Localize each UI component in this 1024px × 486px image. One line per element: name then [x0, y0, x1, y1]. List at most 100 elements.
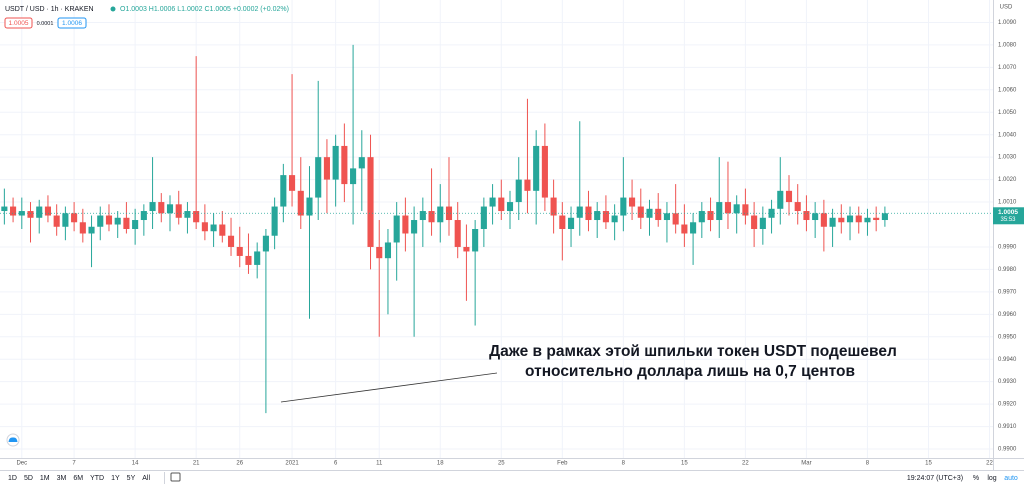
candle-body — [445, 206, 453, 221]
candle-body — [332, 145, 339, 180]
candle-body — [289, 175, 296, 191]
x-tick-label: 2021 — [285, 461, 299, 467]
candle-body — [97, 215, 104, 227]
bid-box[interactable] — [4, 17, 33, 29]
x-tick-label: 21 — [193, 461, 200, 467]
candle-body — [166, 204, 174, 214]
candle-body — [663, 213, 670, 221]
candle-body — [629, 197, 636, 207]
range-button[interactable]: All — [142, 475, 150, 482]
y-tick-label: 1.0080 — [998, 42, 1017, 48]
range-button[interactable]: 5D — [24, 475, 33, 482]
candle-body — [10, 206, 17, 216]
candle-body — [175, 204, 182, 218]
candle-body — [105, 215, 113, 225]
range-button[interactable]: YTD — [90, 475, 104, 482]
x-tick-label: 15 — [925, 461, 932, 467]
candle-body — [820, 213, 827, 227]
x-tick-label: 22 — [986, 461, 993, 467]
range-button[interactable]: 1D — [8, 475, 17, 482]
candle-body — [611, 215, 618, 223]
range-button[interactable]: 6M — [73, 475, 83, 482]
y-tick-label: 0.9910 — [998, 424, 1017, 430]
range-button[interactable]: 3M — [57, 475, 67, 482]
candle-body — [44, 206, 52, 216]
ask: 1.0006 — [62, 20, 82, 27]
x-tick-label: 14 — [132, 461, 139, 467]
y-tick-label: 0.9960 — [998, 312, 1017, 318]
annotation-line — [280, 372, 498, 403]
candle-body — [524, 179, 531, 191]
y-tick-label: 1.0070 — [998, 65, 1017, 71]
y-tick-label: 1.0060 — [998, 87, 1017, 93]
ask-box[interactable] — [57, 17, 87, 29]
logo-icon — [8, 437, 18, 442]
candle-body — [271, 206, 278, 236]
candle-body — [506, 202, 514, 212]
candle-body — [550, 197, 557, 216]
candle-body — [88, 226, 95, 234]
candle-body — [140, 211, 147, 221]
x-tick-label: 7 — [72, 461, 76, 467]
y-tick-label: 1.0030 — [998, 155, 1017, 161]
candle-body — [219, 224, 226, 236]
candle-body — [672, 213, 679, 225]
candle-body — [71, 213, 78, 223]
toolbar: 1D 5D 1M 3M 6M YTD 1Y 5Y All — [8, 475, 150, 482]
candle-body — [201, 222, 208, 232]
auto-toggle[interactable]: auto — [1004, 475, 1018, 482]
candle-body — [733, 204, 740, 214]
candle-body — [36, 206, 43, 218]
range-button[interactable]: 5Y — [127, 475, 136, 482]
candle-body — [785, 190, 793, 203]
candle-body — [158, 202, 165, 214]
x-tick-label: 6 — [334, 461, 338, 467]
candle-body — [576, 206, 583, 218]
y-tick-label: 0.9900 — [998, 447, 1017, 453]
candle-body — [254, 251, 261, 265]
candle-body — [79, 222, 86, 234]
x-tick-label: 15 — [681, 461, 688, 467]
candle-body — [419, 211, 426, 221]
candle-body — [594, 211, 601, 221]
candle-body — [759, 217, 766, 229]
candle-body — [463, 246, 470, 252]
candle-body — [210, 224, 217, 232]
percent-toggle[interactable]: % — [973, 475, 979, 482]
x-tick-label: Feb — [557, 461, 568, 467]
range-button[interactable]: 1Y — [111, 475, 120, 482]
candle-body — [541, 145, 548, 198]
range-button[interactable]: 1M — [40, 475, 50, 482]
candle-body — [376, 246, 383, 259]
candle-body — [515, 179, 522, 203]
candle-body — [881, 213, 888, 221]
log-toggle[interactable]: log — [987, 475, 996, 482]
y-tick-label: 0.9930 — [998, 379, 1017, 385]
last-price-label: 1.0005 — [998, 209, 1018, 216]
candle-body — [184, 211, 191, 218]
plot-area — [0, 0, 993, 458]
candle-body — [489, 197, 496, 207]
date-range-button[interactable] — [170, 472, 181, 482]
x-tick-label: 26 — [236, 461, 243, 467]
candle-body — [132, 220, 139, 229]
x-tick-label: 8 — [866, 461, 870, 467]
x-tick-label: 25 — [498, 461, 505, 467]
x-tick-label: Mar — [801, 461, 811, 467]
candle-body — [428, 211, 435, 223]
candle-body — [62, 213, 69, 227]
candle-body — [323, 157, 330, 180]
candle-body — [655, 208, 662, 221]
candle-body — [297, 190, 304, 216]
y-tick-label: 0.9950 — [998, 334, 1017, 340]
candle-body — [846, 215, 854, 223]
candle-body — [454, 220, 461, 247]
candle-body — [193, 211, 200, 223]
candle-body — [227, 235, 235, 247]
candle-body — [698, 211, 705, 223]
candle-body — [637, 206, 644, 218]
candle-body — [646, 208, 653, 218]
candle-body — [838, 217, 845, 223]
y-tick-label: 0.9940 — [998, 357, 1017, 363]
x-tick-label: Dec — [16, 461, 27, 467]
